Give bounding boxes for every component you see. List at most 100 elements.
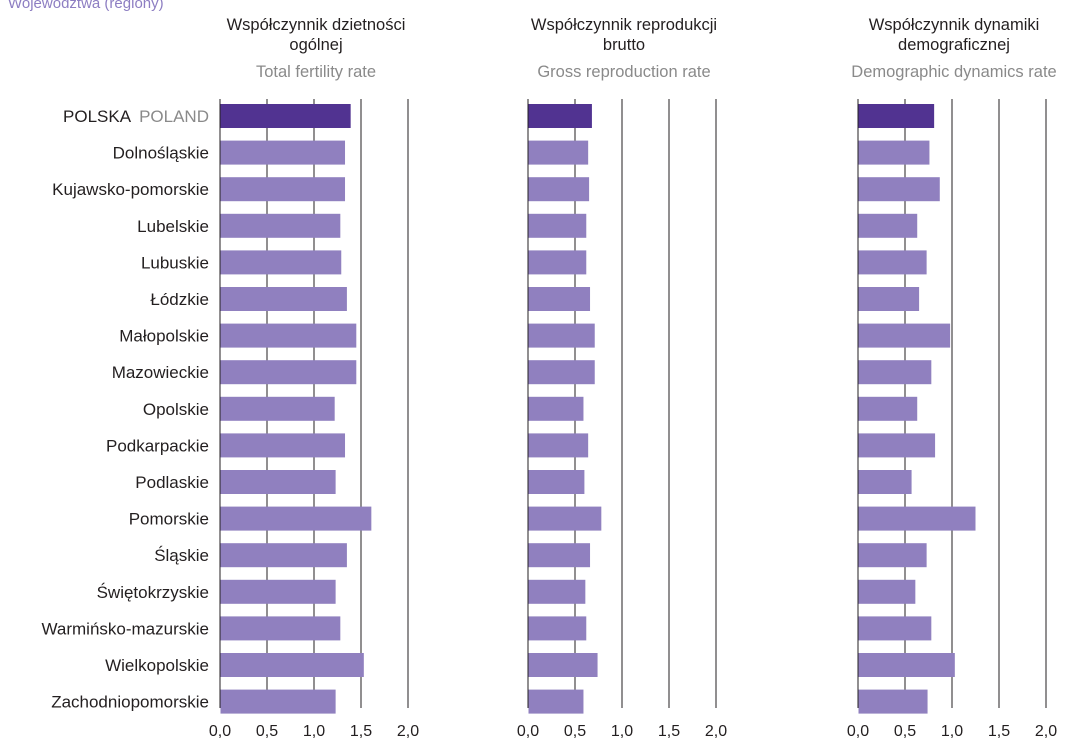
bar [220,433,346,458]
bar [858,653,955,677]
tick-label: 0,0 [847,723,869,740]
bar-poland [220,104,351,128]
category-label: Śląskie [154,546,209,565]
tick-label: 2,0 [397,723,419,740]
bar [220,177,346,202]
chart-panels: Współczynnik dzietności ogólnej Total fert… [209,16,1057,740]
bar [220,250,342,275]
category-label: Lubelskie [137,217,209,236]
bar [858,433,936,458]
bar [528,689,584,714]
chart-title: Współczynnik dynamiki [869,16,1040,34]
bar [858,689,928,714]
category-label: Świętokrzyskie [97,583,209,602]
category-label: Kujawsko-pomorskie [52,180,209,199]
bar [858,506,976,531]
bar [858,323,951,348]
chart-panel: Współczynnik dynamiki demograficznej Demog… [847,16,1057,740]
bar [858,470,912,494]
chart-title-en: Demographic dynamics rate [851,63,1056,81]
bar [220,396,335,421]
bar [220,543,347,568]
category-label: Zachodniopomorskie [51,693,209,712]
bar [220,689,336,714]
bar [858,616,932,641]
bar [858,287,920,311]
bar [858,360,932,385]
bar [528,433,589,458]
tick-label: 2,0 [705,723,727,740]
chart-title: Współczynnik reprodukcji [531,16,717,34]
bar [220,579,336,604]
bar-poland [858,104,935,128]
tick-label: 1,5 [350,723,372,740]
chart-title: Współczynnik dzietności [227,16,406,34]
bar [220,616,341,641]
chart-title-line2: ogólnej [289,36,342,54]
bar [528,616,587,641]
tick-label: 1,0 [941,723,963,740]
bar [528,213,587,238]
chart-title-en: Gross reproduction rate [537,63,710,81]
category-label: POLSKA POLAND [63,107,209,126]
category-label: Opolskie [143,400,209,419]
chart-panel: Współczynnik reprodukcji brutto Gross repr… [517,16,727,740]
bar [220,360,357,385]
category-label-pl: POLSKA [63,107,132,126]
bar [858,213,918,238]
bar [528,360,595,385]
category-label: Pomorskie [129,510,209,529]
category-label: Podlaskie [135,473,209,492]
bar [220,287,347,311]
chart-panel: Współczynnik dzietności ogólnej Total fert… [209,16,419,740]
bar [220,213,341,238]
bar [528,653,598,677]
bar [858,177,940,202]
bar [858,396,918,421]
chart-title-en: Total fertility rate [256,63,376,81]
tick-label: 1,5 [658,723,680,740]
bar [528,323,595,348]
chart-title-line2: brutto [603,36,645,54]
bar [858,579,916,604]
tick-label: 1,0 [611,723,633,740]
chart-title-line2: demograficznej [898,36,1010,54]
bar [220,653,364,677]
tick-label: 0,5 [564,723,586,740]
category-labels: POLSKA POLAND Dolnośląskie Kujawsko-pomorsk… [41,107,209,712]
category-label: Łódzkie [150,290,209,309]
bar [528,287,591,311]
tick-label: 0,0 [209,723,231,740]
tick-label: 0,5 [256,723,278,740]
category-label: Warmińsko-mazurskie [41,619,209,638]
bar [528,140,589,165]
tick-label: 0,5 [894,723,916,740]
category-label: Wielkopolskie [105,656,209,675]
bar [220,470,336,494]
category-label-en: POLAND [139,107,209,126]
bar [858,543,927,568]
bar [220,506,372,531]
bar [528,177,590,202]
category-label: Lubuskie [141,253,209,272]
tick-label: 1,5 [988,723,1010,740]
tick-label: 2,0 [1035,723,1057,740]
category-label: Dolnośląskie [113,144,209,163]
bar [220,323,357,348]
category-label: Małopolskie [119,327,209,346]
bar [858,140,930,165]
tick-label: 0,0 [517,723,539,740]
bar [220,140,346,165]
bar [528,543,591,568]
bar [858,250,927,275]
bar-poland [528,104,592,128]
category-label: Podkarpackie [106,436,209,455]
bar [528,470,585,494]
bar [528,250,587,275]
bar [528,396,584,421]
bar [528,579,586,604]
category-label: Mazowieckie [112,363,209,382]
tick-label: 1,0 [303,723,325,740]
bar [528,506,602,531]
